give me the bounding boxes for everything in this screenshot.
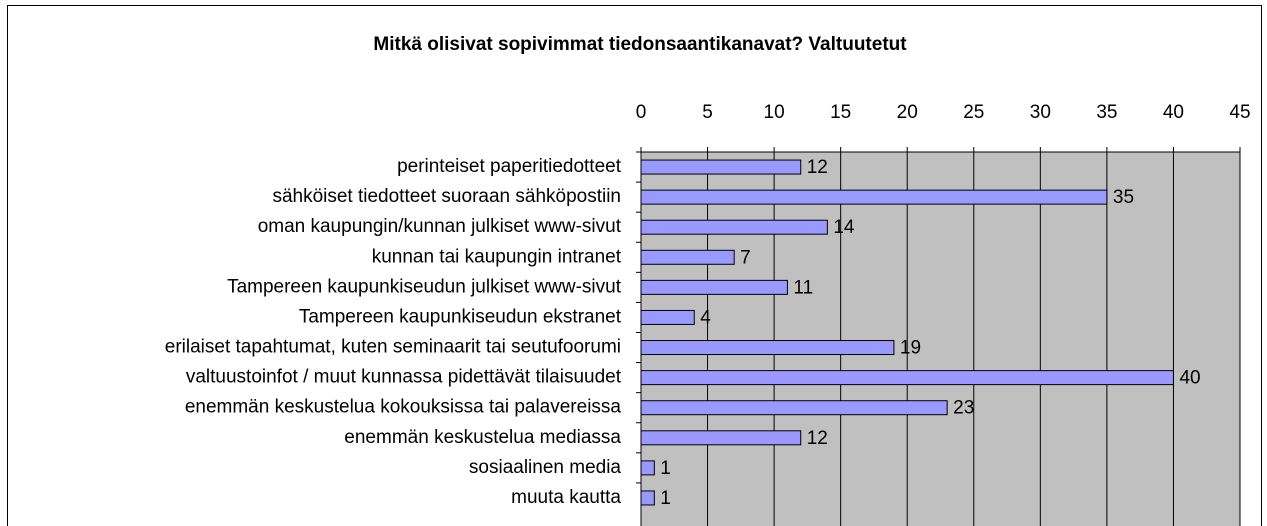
y-tick-label: valtuustoinfot / muut kunnassa pidettävä… <box>186 367 622 388</box>
bar <box>640 279 788 295</box>
data-label: 7 <box>740 247 751 268</box>
y-tick-label: Tampereen kaupunkiseudun ekstranet <box>299 306 622 327</box>
plot-area <box>641 152 1240 526</box>
y-tick-label: enemmän keskustelua kokouksissa tai pala… <box>185 397 622 418</box>
bar <box>640 490 655 506</box>
bar <box>640 219 828 235</box>
y-tick-label: kunnan tai kaupungin intranet <box>372 246 622 267</box>
data-label: 11 <box>793 277 813 298</box>
bar <box>640 340 895 356</box>
y-tick-label: sähköiset tiedotteet suoraan sähköpostii… <box>272 186 621 207</box>
data-label: 19 <box>900 338 921 359</box>
data-label: 14 <box>833 217 855 238</box>
data-label: 4 <box>700 307 711 328</box>
x-tick-label: 45 <box>1229 102 1250 123</box>
x-tick-label: 20 <box>897 102 918 123</box>
bar <box>640 309 695 325</box>
x-tick-label: 15 <box>830 102 851 123</box>
y-tick-label: sosiaalinen media <box>469 457 622 478</box>
x-tick-label: 30 <box>1030 102 1051 123</box>
data-label: 1 <box>660 488 671 509</box>
bar <box>640 400 948 416</box>
data-label: 35 <box>1113 187 1134 208</box>
x-tick-label: 0 <box>636 102 647 123</box>
y-tick-label: enemmän keskustelua mediassa <box>344 427 621 448</box>
y-tick-label: Tampereen kaupunkiseudun julkiset www-si… <box>227 276 622 297</box>
bar <box>640 159 802 175</box>
y-tick-label: oman kaupungin/kunnan julkiset www-sivut <box>258 216 622 237</box>
bar <box>640 430 802 446</box>
y-tick-label: perinteiset paperitiedotteet <box>397 156 622 177</box>
x-tick-label: 10 <box>764 102 785 123</box>
x-tick-label: 25 <box>963 102 984 123</box>
x-tick-label: 35 <box>1096 102 1117 123</box>
y-tick-label: erilaiset tapahtumat, kuten seminaarit t… <box>165 337 621 358</box>
bar <box>640 460 655 476</box>
bar <box>640 189 1108 205</box>
data-label: 23 <box>953 398 974 419</box>
data-label: 40 <box>1179 368 1200 389</box>
bar <box>640 249 735 265</box>
chart-title: Mitkä olisivat sopivimmat tiedonsaantika… <box>373 34 907 55</box>
data-label: 12 <box>807 428 828 449</box>
x-tick-label: 40 <box>1163 102 1184 123</box>
x-tick-label: 5 <box>702 102 713 123</box>
y-tick-label: muuta kautta <box>511 487 621 508</box>
bar <box>640 370 1174 386</box>
data-label: 1 <box>660 458 671 479</box>
data-label: 12 <box>807 157 828 178</box>
